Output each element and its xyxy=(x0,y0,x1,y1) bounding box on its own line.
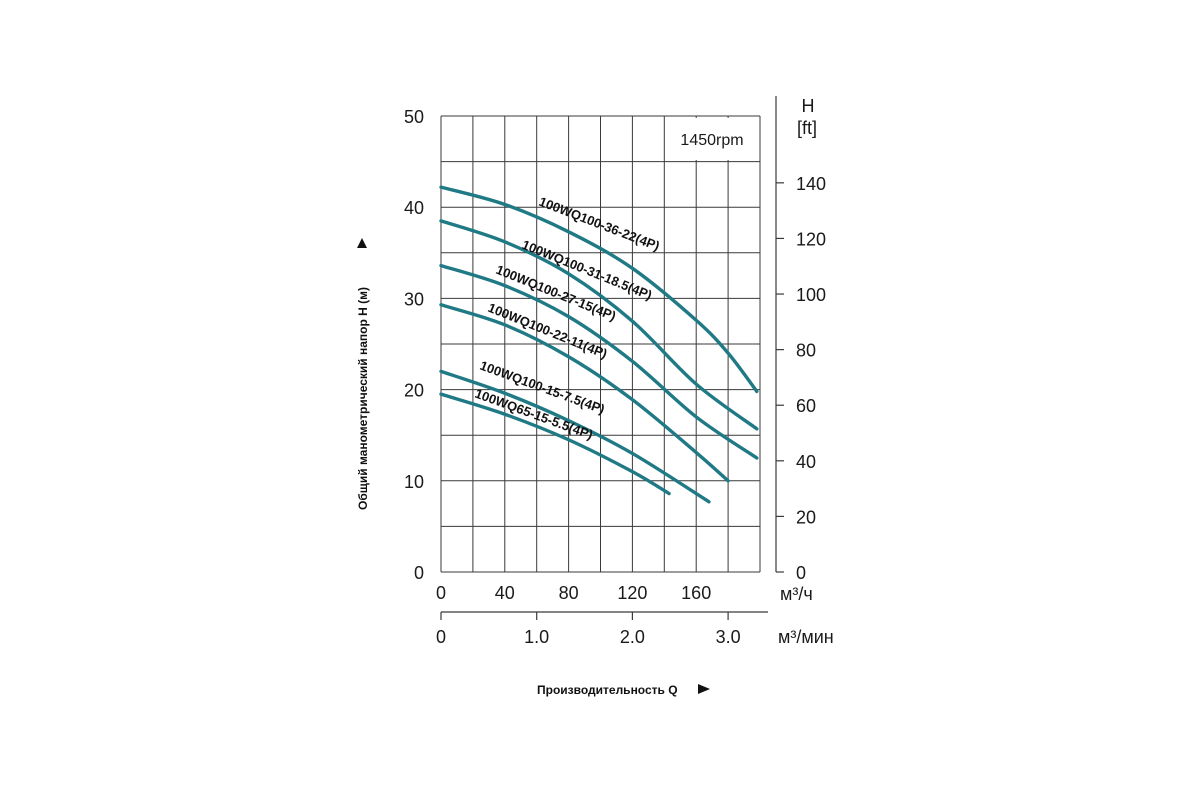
x-primary-tick-label: 40 xyxy=(495,583,515,603)
y-axis-title-group: Общий манометрический напор H (м) xyxy=(356,238,370,510)
right-axis-unit: [ft] xyxy=(797,118,817,138)
x-axis-arrow-icon xyxy=(698,684,710,694)
x-primary-tick-label: 80 xyxy=(559,583,579,603)
x-primary-tick-label: 120 xyxy=(617,583,647,603)
curve-2 xyxy=(439,219,759,431)
rpm-box xyxy=(666,118,758,160)
y-left-tick-label: 0 xyxy=(414,563,424,583)
x-secondary-unit: м³/мин xyxy=(778,627,834,647)
curves-group xyxy=(439,185,759,504)
rpm-label: 1450rpm xyxy=(680,132,743,149)
curve-4 xyxy=(439,303,730,483)
x-secondary-tick-label: 0 xyxy=(436,627,446,647)
y-left-tick-label: 50 xyxy=(404,107,424,127)
right-axis-title: H xyxy=(802,96,815,116)
y-right-tick-label: 140 xyxy=(796,174,826,194)
curve-6 xyxy=(439,392,671,496)
x-primary-unit: м³/ч xyxy=(780,584,813,604)
y-right-tick-label: 100 xyxy=(796,285,826,305)
x-secondary-tick-label: 1.0 xyxy=(524,627,549,647)
x-secondary-tick-label: 2.0 xyxy=(620,627,645,647)
y-left-tick-label: 40 xyxy=(404,198,424,218)
y-left-tick-label: 30 xyxy=(404,289,424,309)
y-right-tick-label: 40 xyxy=(796,452,816,472)
y-right-tick-label: 80 xyxy=(796,341,816,361)
grid xyxy=(440,115,761,573)
y-right-tick-label: 20 xyxy=(796,507,816,527)
x-axis-title: Производительность Q xyxy=(537,683,678,697)
axes-group: 0 10 20 30 40 50 0 20 40 60 80 100 120 140 0 40 80 120 160… xyxy=(404,96,826,647)
y-left-tick-label: 10 xyxy=(404,472,424,492)
y-right-tick-label: 0 xyxy=(796,563,806,583)
y-axis-title: Общий манометрический напор H (м) xyxy=(356,287,370,510)
x-primary-tick-label: 0 xyxy=(436,583,446,603)
y-right-tick-label: 120 xyxy=(796,229,826,249)
curve-5 xyxy=(439,369,711,504)
y-right-tick-label: 60 xyxy=(796,396,816,416)
x-secondary-tick-label: 3.0 xyxy=(716,627,741,647)
y-axis-arrow-icon xyxy=(357,238,367,248)
y-left-tick-label: 20 xyxy=(404,381,424,401)
x-primary-tick-label: 160 xyxy=(681,583,711,603)
curve-3 xyxy=(439,263,759,460)
curve-1 xyxy=(439,185,759,394)
